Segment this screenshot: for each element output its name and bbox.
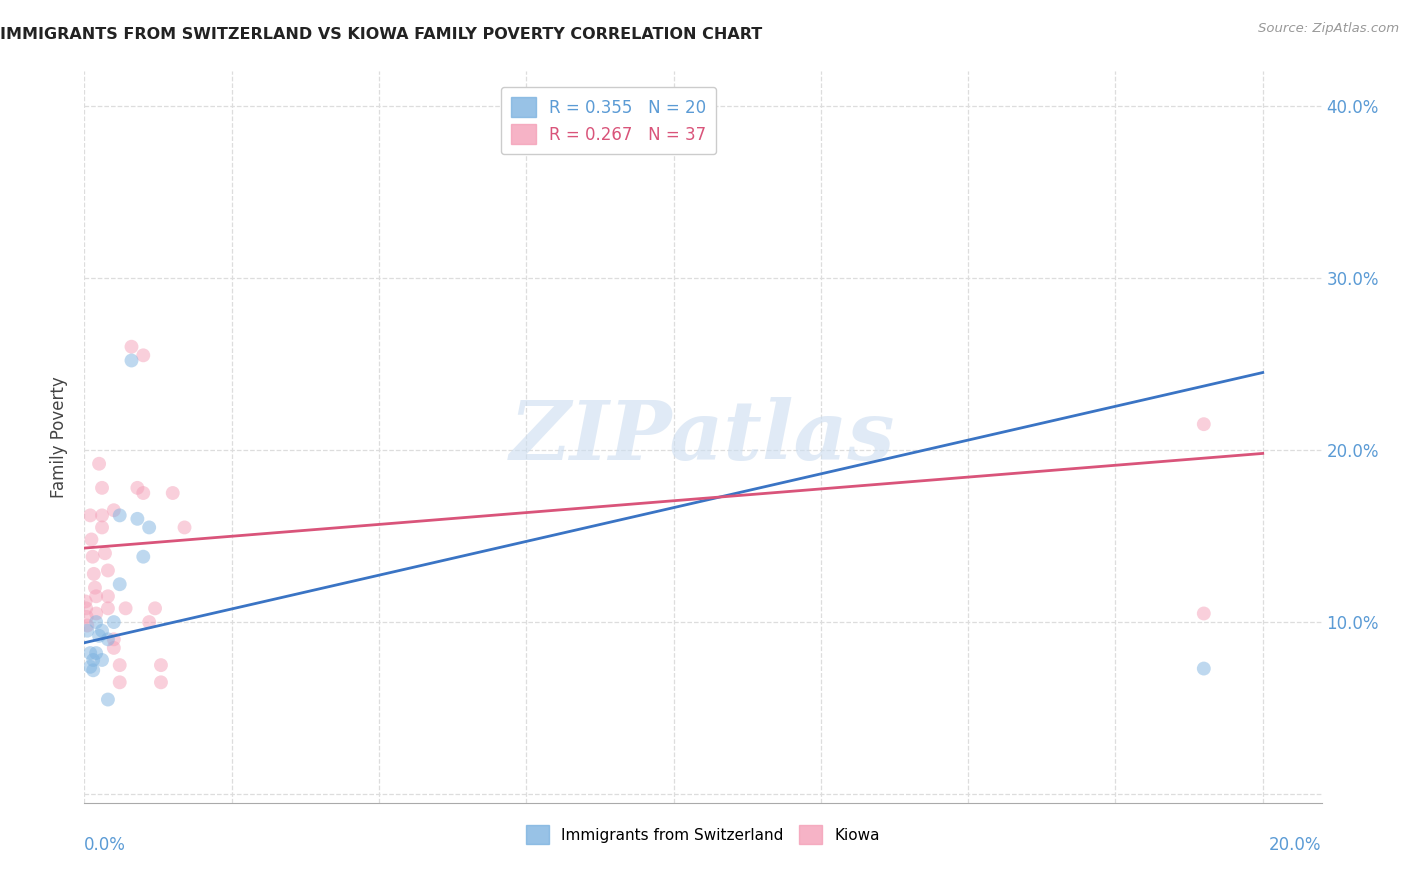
Point (127, 512, 149, 526)
Point (91, 624, 114, 638)
Legend: Immigrants from Switzerland, Kiowa: Immigrants from Switzerland, Kiowa (520, 819, 886, 850)
Point (79, 646, 101, 660)
Point (108, 675, 131, 690)
Point (149, 675, 172, 690)
Point (121, 353, 143, 368)
Point (103, 503, 125, 517)
Point (75, 601, 97, 615)
Point (121, 340, 143, 354)
Point (97, 589, 120, 603)
Point (108, 577, 131, 591)
Point (114, 601, 136, 615)
Point (108, 658, 131, 673)
Point (132, 348, 155, 362)
Point (84, 607, 107, 621)
Point (143, 601, 166, 615)
Text: IMMIGRANTS FROM SWITZERLAND VS KIOWA FAMILY POVERTY CORRELATION CHART: IMMIGRANTS FROM SWITZERLAND VS KIOWA FAM… (0, 27, 762, 42)
Point (84, 615, 107, 629)
Point (84, 581, 107, 595)
Point (103, 640, 125, 655)
Point (108, 508, 131, 523)
Point (84, 646, 107, 660)
Point (76, 624, 98, 638)
Text: 0.0%: 0.0% (84, 836, 127, 854)
Point (138, 615, 160, 629)
Point (1192, 662, 1215, 676)
Point (97, 632, 120, 647)
Point (132, 486, 155, 500)
Text: 20.0%: 20.0% (1270, 836, 1322, 854)
Point (82, 653, 104, 667)
Point (76, 618, 98, 632)
Point (91, 520, 114, 534)
Point (1192, 417, 1215, 432)
Point (162, 486, 184, 500)
Point (149, 658, 172, 673)
Point (82, 663, 104, 677)
Point (132, 549, 155, 564)
Y-axis label: Family Poverty: Family Poverty (51, 376, 69, 498)
Point (1192, 607, 1215, 621)
Point (97, 601, 120, 615)
Point (138, 520, 160, 534)
Text: Source: ZipAtlas.com: Source: ZipAtlas.com (1258, 22, 1399, 36)
Point (91, 653, 114, 667)
Point (97, 564, 120, 578)
Point (80, 533, 103, 547)
Point (79, 660, 101, 674)
Point (87, 629, 110, 643)
Point (103, 615, 125, 629)
Point (173, 520, 195, 534)
Point (83, 566, 105, 581)
Point (79, 508, 101, 523)
Point (94, 546, 117, 560)
Point (91, 481, 114, 495)
Text: ZIPatlas: ZIPatlas (510, 397, 896, 477)
Point (75, 594, 97, 608)
Point (97, 692, 120, 706)
Point (103, 632, 125, 647)
Point (84, 589, 107, 603)
Point (82, 549, 104, 564)
Point (127, 481, 149, 495)
Point (91, 508, 114, 523)
Point (76, 610, 98, 624)
Point (87, 457, 110, 471)
